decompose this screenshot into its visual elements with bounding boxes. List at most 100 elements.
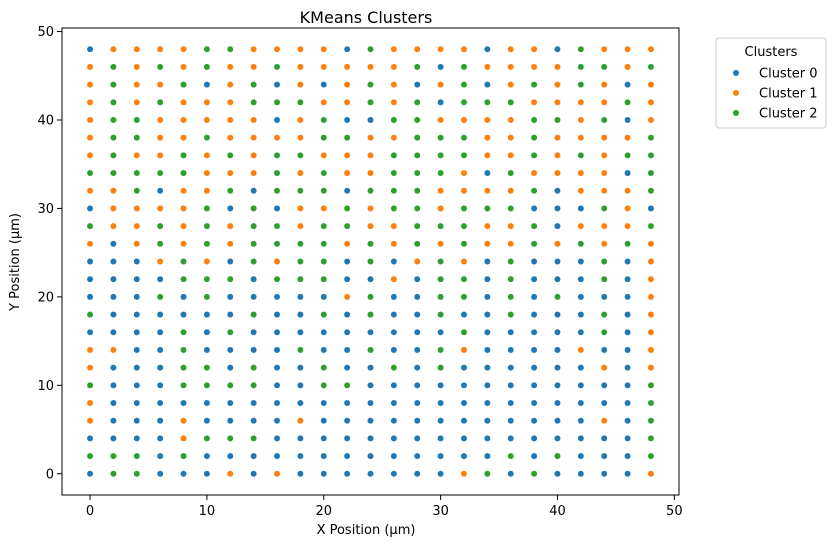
data-point-cluster-0 — [156, 399, 164, 407]
data-point-cluster-1 — [343, 81, 351, 89]
data-point-cluster-0 — [320, 81, 328, 89]
data-point-cluster-0 — [530, 364, 538, 372]
data-point-cluster-2 — [600, 258, 608, 265]
data-point-cluster-2 — [203, 434, 211, 442]
data-point-cluster-0 — [320, 470, 328, 478]
data-point-cluster-0 — [413, 452, 421, 460]
data-point-cluster-1 — [600, 81, 608, 89]
data-point-cluster-1 — [390, 134, 398, 142]
data-point-cluster-1 — [109, 204, 117, 212]
data-point-cluster-1 — [647, 470, 655, 478]
data-point-cluster-1 — [180, 116, 187, 124]
data-point-cluster-1 — [250, 116, 258, 124]
data-point-cluster-0 — [367, 116, 374, 124]
data-point-cluster-2 — [273, 98, 281, 106]
data-point-cluster-0 — [109, 240, 117, 248]
data-point-cluster-1 — [577, 222, 585, 230]
data-point-cluster-1 — [250, 151, 258, 159]
legend-label-cluster-2: Cluster 2 — [759, 107, 818, 122]
data-point-cluster-2 — [320, 187, 328, 195]
data-point-cluster-2 — [226, 434, 234, 442]
data-point-cluster-2 — [647, 134, 655, 142]
data-point-cluster-0 — [554, 222, 561, 230]
data-point-cluster-2 — [530, 151, 538, 159]
data-point-cluster-2 — [600, 63, 608, 71]
data-point-cluster-2 — [156, 222, 164, 230]
data-points — [86, 45, 655, 478]
data-point-cluster-0 — [343, 364, 351, 372]
data-point-cluster-2 — [203, 275, 211, 283]
data-point-cluster-2 — [343, 222, 351, 230]
data-point-cluster-0 — [483, 417, 491, 425]
data-point-cluster-2 — [109, 63, 117, 71]
data-point-cluster-1 — [226, 222, 234, 230]
data-point-cluster-1 — [296, 169, 304, 177]
data-point-cluster-2 — [460, 240, 468, 248]
data-point-cluster-0 — [554, 434, 561, 442]
data-point-cluster-1 — [647, 346, 655, 354]
data-point-cluster-0 — [600, 434, 608, 442]
data-point-cluster-2 — [624, 98, 632, 106]
data-point-cluster-0 — [86, 328, 94, 336]
data-point-cluster-0 — [507, 399, 515, 407]
data-point-cluster-1 — [390, 81, 398, 89]
data-point-cluster-1 — [86, 417, 94, 425]
data-point-cluster-2 — [320, 364, 328, 372]
data-point-cluster-2 — [530, 134, 538, 142]
data-point-cluster-2 — [554, 293, 561, 301]
data-point-cluster-0 — [273, 328, 281, 336]
data-point-cluster-0 — [413, 293, 421, 301]
data-point-cluster-1 — [133, 204, 141, 212]
data-point-cluster-1 — [507, 45, 515, 53]
data-point-cluster-1 — [554, 81, 561, 89]
data-point-cluster-1 — [86, 134, 94, 142]
data-point-cluster-2 — [460, 328, 468, 336]
data-point-cluster-0 — [133, 293, 141, 301]
data-point-cluster-1 — [413, 258, 421, 265]
data-point-cluster-0 — [180, 470, 187, 478]
data-point-cluster-0 — [437, 98, 445, 106]
data-point-cluster-2 — [250, 98, 258, 106]
x-tick-label: 30 — [432, 504, 449, 519]
data-point-cluster-1 — [437, 204, 445, 212]
data-point-cluster-2 — [413, 169, 421, 177]
data-point-cluster-0 — [413, 470, 421, 478]
data-point-cluster-0 — [413, 381, 421, 389]
data-point-cluster-0 — [367, 434, 374, 442]
data-point-cluster-0 — [624, 275, 632, 283]
data-point-cluster-2 — [296, 240, 304, 248]
data-point-cluster-0 — [273, 381, 281, 389]
data-point-cluster-2 — [320, 240, 328, 248]
data-point-cluster-0 — [624, 293, 632, 301]
x-tick-label: 20 — [315, 504, 332, 519]
data-point-cluster-2 — [647, 417, 655, 425]
data-point-cluster-1 — [86, 63, 94, 71]
data-point-cluster-1 — [133, 98, 141, 106]
data-point-cluster-2 — [460, 275, 468, 283]
data-point-cluster-0 — [437, 452, 445, 460]
data-point-cluster-0 — [624, 258, 632, 265]
data-point-cluster-0 — [554, 364, 561, 372]
data-point-cluster-1 — [554, 169, 561, 177]
data-point-cluster-2 — [180, 346, 187, 354]
data-point-cluster-1 — [180, 417, 187, 425]
data-point-cluster-0 — [273, 364, 281, 372]
data-point-cluster-0 — [460, 311, 468, 319]
data-point-cluster-2 — [554, 116, 561, 124]
data-point-cluster-2 — [437, 275, 445, 283]
data-point-cluster-2 — [180, 258, 187, 265]
data-point-cluster-1 — [133, 45, 141, 53]
data-point-cluster-2 — [390, 151, 398, 159]
data-point-cluster-0 — [109, 381, 117, 389]
data-point-cluster-1 — [530, 169, 538, 177]
data-point-cluster-0 — [483, 169, 491, 177]
data-point-cluster-2 — [367, 258, 374, 265]
data-point-cluster-0 — [554, 311, 561, 319]
data-point-cluster-1 — [320, 98, 328, 106]
data-point-cluster-1 — [180, 222, 187, 230]
data-point-cluster-2 — [250, 311, 258, 319]
data-point-cluster-1 — [250, 63, 258, 71]
plot-area-frame — [61, 27, 680, 496]
data-point-cluster-1 — [180, 63, 187, 71]
